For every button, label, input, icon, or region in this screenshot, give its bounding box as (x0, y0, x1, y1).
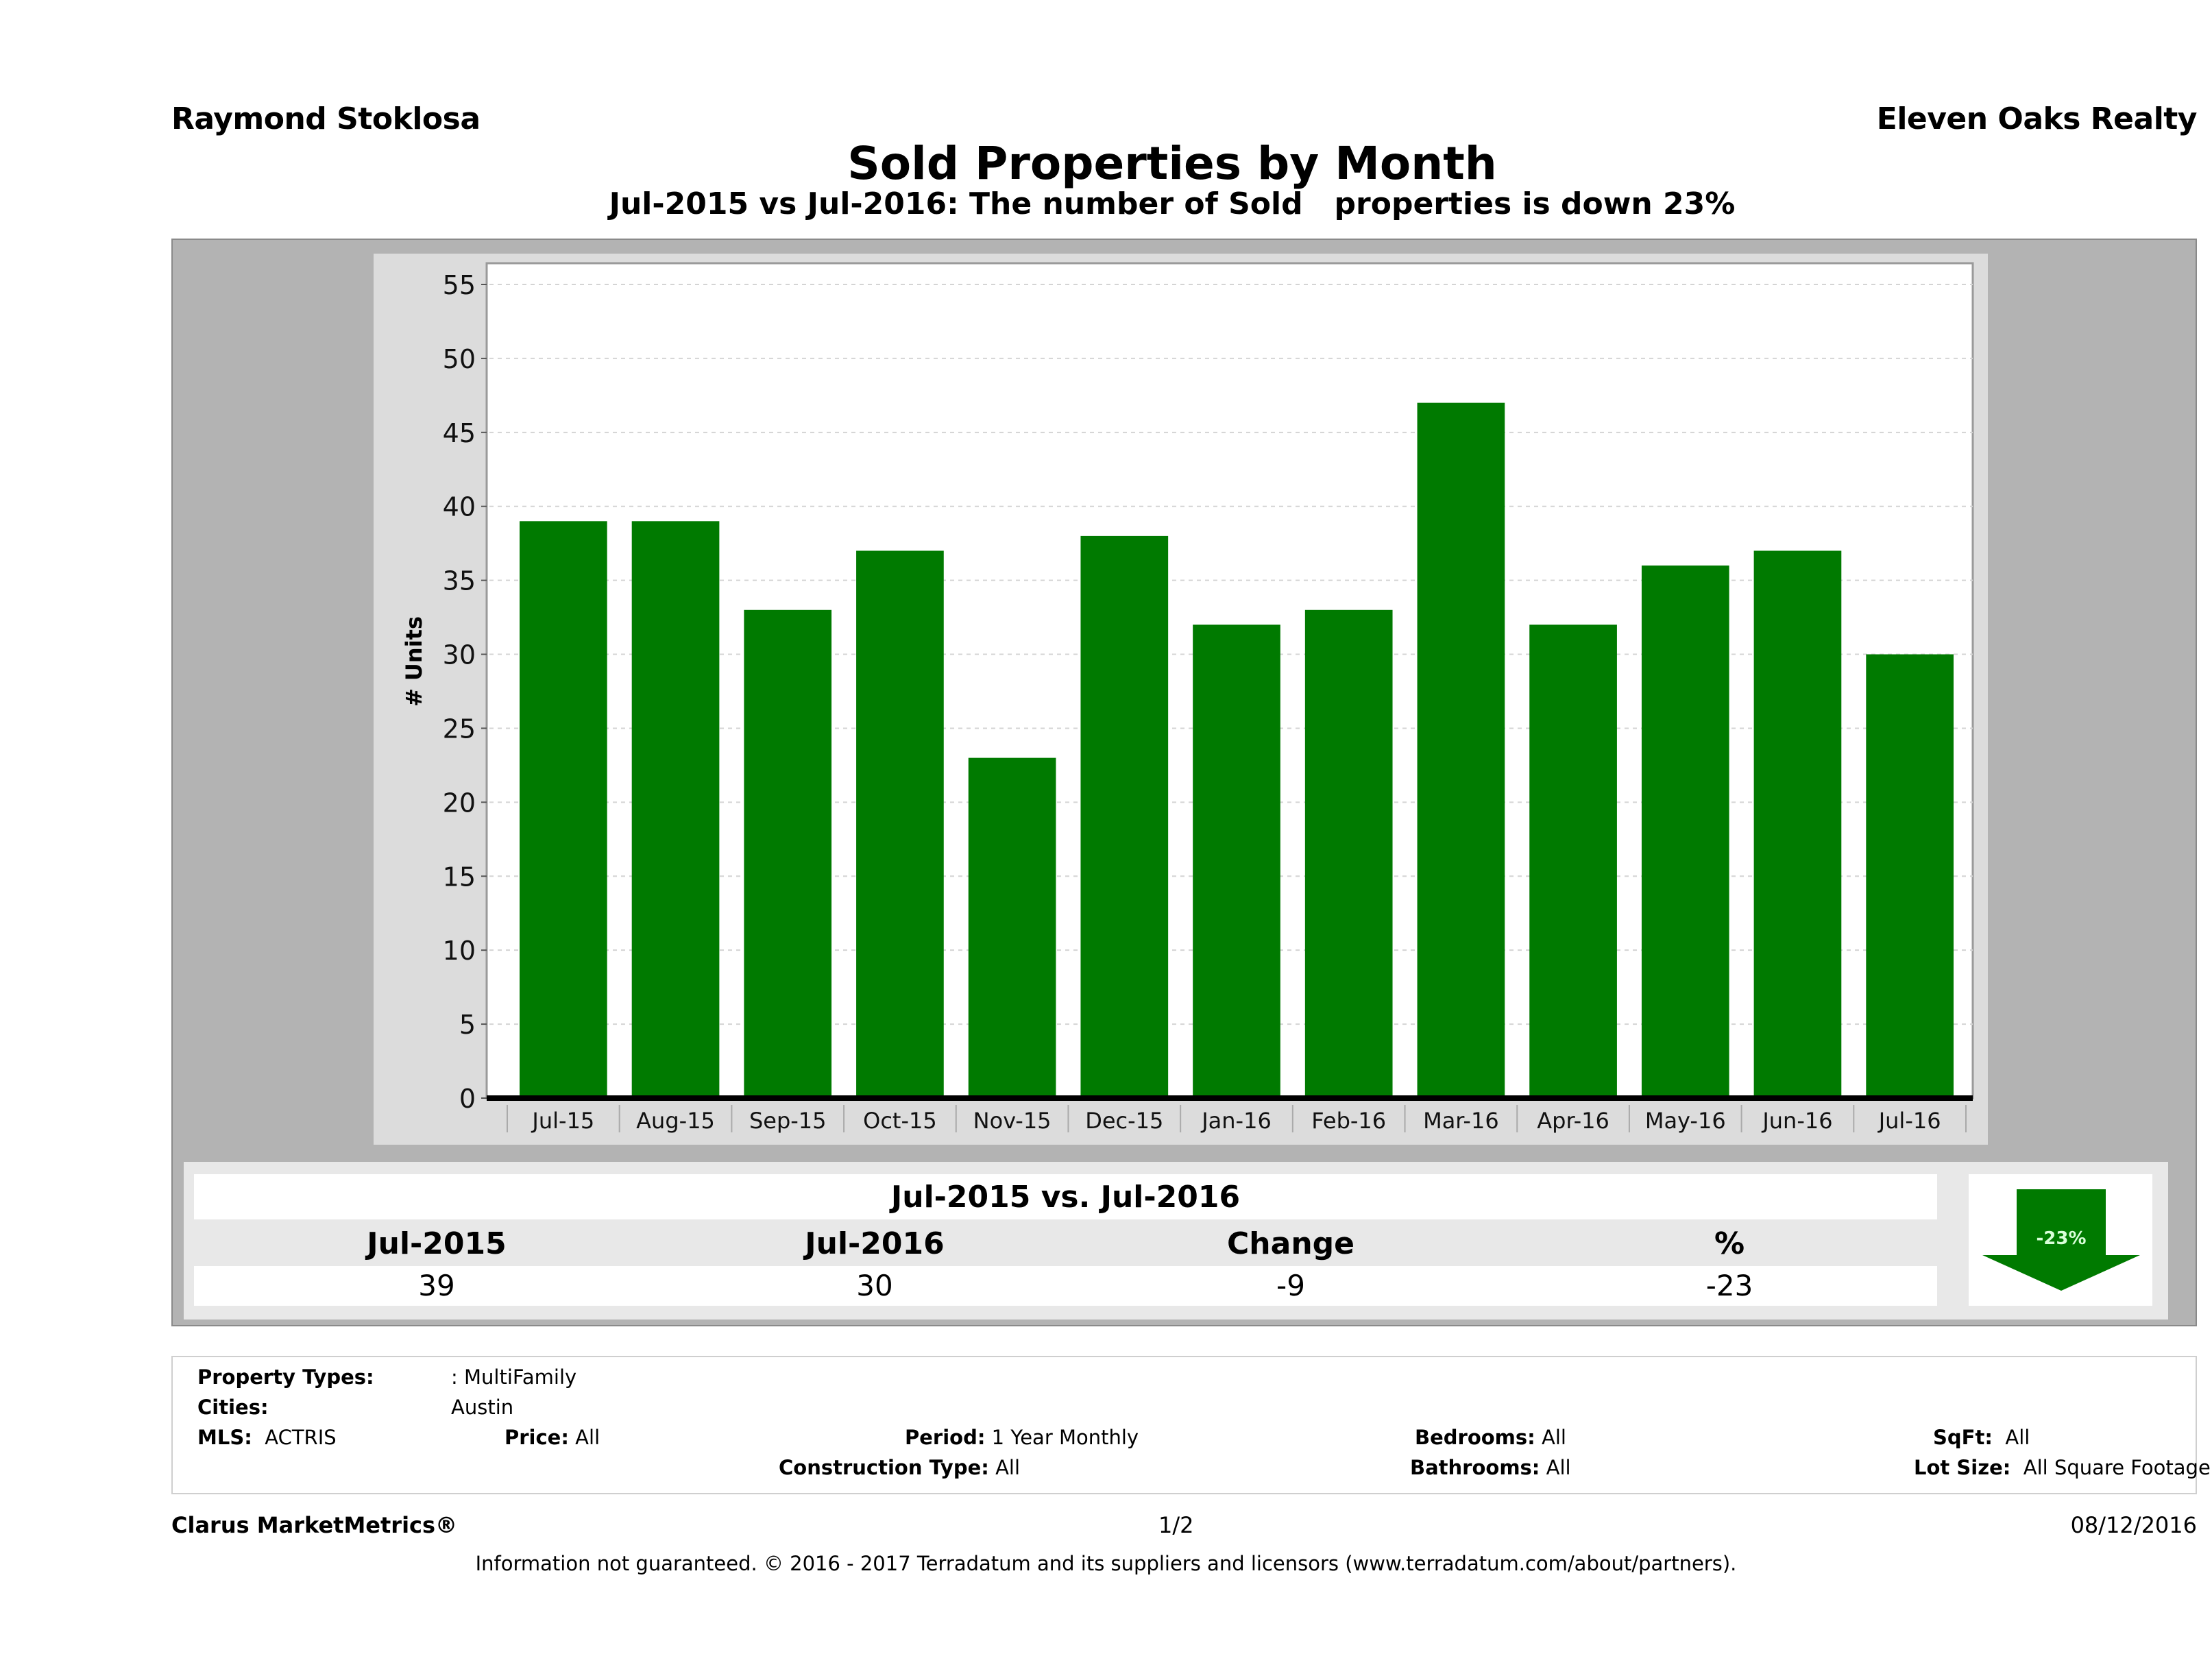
x-tick-label: Apr-16 (1537, 1108, 1609, 1134)
sqft-value: All (2005, 1426, 2030, 1449)
cities-label: Cities: (197, 1396, 269, 1419)
down-arrow-icon: -23% (1982, 1189, 2140, 1291)
property-types-label: Property Types: (197, 1365, 374, 1389)
y-tick-label: 35 (443, 566, 476, 596)
y-tick-label: 15 (443, 862, 476, 892)
cities-value: Austin (451, 1396, 514, 1419)
report-date: 08/12/2016 (2070, 1512, 2197, 1538)
mls-value: ACTRIS (265, 1426, 337, 1449)
y-tick-label: 0 (459, 1084, 476, 1114)
summary-value-percent: -23 (1705, 1269, 1753, 1302)
footer-brand: Clarus MarketMetrics® (171, 1512, 458, 1538)
bar-may-16 (1641, 566, 1729, 1098)
agent-name: Raymond Stoklosa (171, 101, 481, 136)
x-tick-label: Oct-15 (863, 1108, 937, 1134)
bar-jan-16 (1193, 624, 1280, 1098)
summary-title: Jul-2015 vs. Jul-2016 (890, 1180, 1241, 1215)
bathrooms-label: Bathrooms: (1410, 1456, 1540, 1479)
bar-jun-16 (1753, 550, 1842, 1098)
page-number: 1/2 (1158, 1512, 1194, 1538)
x-tick-label: May-16 (1645, 1108, 1726, 1134)
summary-header-jul-2016: Jul-2016 (805, 1226, 945, 1261)
change-badge-label: -23% (2036, 1228, 2086, 1249)
price-value: All (575, 1426, 600, 1449)
bar-dec-15 (1080, 535, 1169, 1098)
y-tick-label: 40 (443, 492, 476, 522)
x-tick-label: Jun-16 (1761, 1108, 1832, 1134)
y-tick-label: 20 (443, 788, 476, 818)
sqft-label: SqFt: (1933, 1426, 1993, 1449)
bar-apr-16 (1529, 624, 1617, 1098)
y-tick-label: 45 (443, 418, 476, 448)
bar-mar-16 (1417, 402, 1505, 1098)
lot-size-value: All Square Footage (2023, 1456, 2211, 1479)
summary-value-jul-2015: 39 (418, 1269, 455, 1302)
chart-subtitle: Jul-2015 vs Jul-2016: The number of Sold… (609, 186, 1736, 221)
y-axis-label: # Units (401, 616, 427, 707)
bar-jul-15 (520, 521, 607, 1098)
x-tick-label: Jul-15 (531, 1108, 594, 1134)
y-tick-label: 30 (443, 640, 476, 670)
x-tick-label: Sep-15 (749, 1108, 827, 1134)
summary-value-jul-2016: 30 (856, 1269, 893, 1302)
bar-aug-15 (631, 521, 720, 1098)
filter-criteria: Property Types: : MultiFamily Cities: Au… (171, 1356, 2211, 1494)
summary-header-jul-2015: Jul-2015 (367, 1226, 507, 1261)
brokerage-name: Eleven Oaks Realty (1876, 101, 2198, 136)
x-tick-label: Jan-16 (1200, 1108, 1272, 1134)
bar-oct-15 (856, 550, 944, 1098)
y-tick-label: 10 (443, 936, 476, 966)
y-tick-label: 55 (443, 270, 476, 300)
summary-values-row: 39 30 -9 -23 (194, 1266, 1937, 1306)
y-tick-label: 50 (443, 344, 476, 374)
construction-type-value: All (995, 1456, 1021, 1479)
price-label: Price: (505, 1426, 569, 1449)
y-tick-label: 5 (459, 1010, 476, 1040)
bar-jul-16 (1866, 654, 1954, 1098)
x-tick-label: Aug-15 (636, 1108, 715, 1134)
change-badge: -23% (1969, 1174, 2152, 1306)
bar-feb-16 (1304, 609, 1393, 1098)
period-label: Period: (905, 1426, 986, 1449)
property-types-value: : MultiFamily (451, 1365, 577, 1389)
y-tick-label: 25 (443, 714, 476, 744)
bedrooms-label: Bedrooms: (1415, 1426, 1535, 1449)
bar-nov-15 (968, 757, 1056, 1098)
summary-header-change: Change (1227, 1226, 1354, 1261)
summary-header-row: Jul-2015 Jul-2016 Change % (194, 1219, 1937, 1266)
bar-sep-15 (744, 609, 832, 1098)
bedrooms-value: All (1541, 1426, 1566, 1449)
construction-type-label: Construction Type: (779, 1456, 989, 1479)
period-value: 1 Year Monthly (991, 1426, 1139, 1449)
mls-label: MLS: (197, 1426, 252, 1449)
x-tick-label: Jul-16 (1877, 1108, 1941, 1134)
summary-value-change: -9 (1276, 1269, 1305, 1302)
bar-chart: 0 5 10 15 20 25 30 35 40 45 50 55 Jul-15 Aug-15 Sep-1… (401, 262, 1974, 1134)
summary-title-row: Jul-2015 vs. Jul-2016 (194, 1174, 1937, 1219)
bathrooms-value: All (1546, 1456, 1571, 1479)
disclaimer: Information not guaranteed. © 2016 - 201… (475, 1552, 1737, 1575)
lot-size-label: Lot Size: (1914, 1456, 2011, 1479)
chart-title: Sold Properties by Month (847, 137, 1497, 190)
x-tick-label: Nov-15 (973, 1108, 1052, 1134)
summary-header-percent: % (1714, 1226, 1745, 1261)
x-tick-label: Feb-16 (1311, 1108, 1386, 1134)
x-tick-label: Mar-16 (1423, 1108, 1499, 1134)
x-tick-label: Dec-15 (1085, 1108, 1163, 1134)
